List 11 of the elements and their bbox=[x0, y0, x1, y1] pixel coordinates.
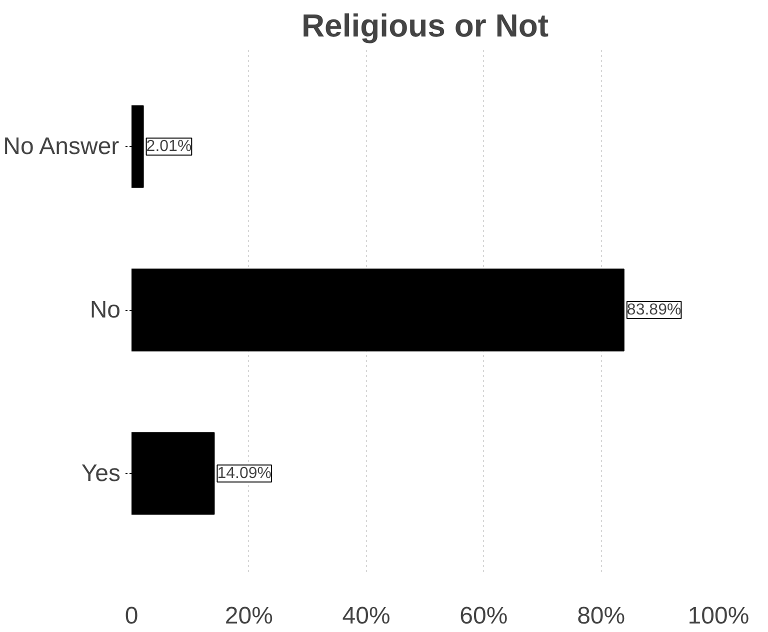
x-tick-label: 40% bbox=[342, 602, 390, 630]
y-tick-label: Yes bbox=[81, 460, 121, 487]
chart-title: Religious or Not bbox=[301, 8, 549, 44]
x-tick-label: 60% bbox=[460, 602, 508, 630]
data-label: 14.09% bbox=[217, 464, 272, 482]
x-tick-label: 0 bbox=[124, 602, 138, 630]
y-tick-label: No Answer bbox=[3, 133, 120, 160]
x-tick-label: 80% bbox=[577, 602, 626, 630]
x-tick-label: 100% bbox=[688, 602, 750, 630]
y-tick-label: No bbox=[90, 296, 121, 324]
x-tick-label: 20% bbox=[224, 602, 273, 630]
